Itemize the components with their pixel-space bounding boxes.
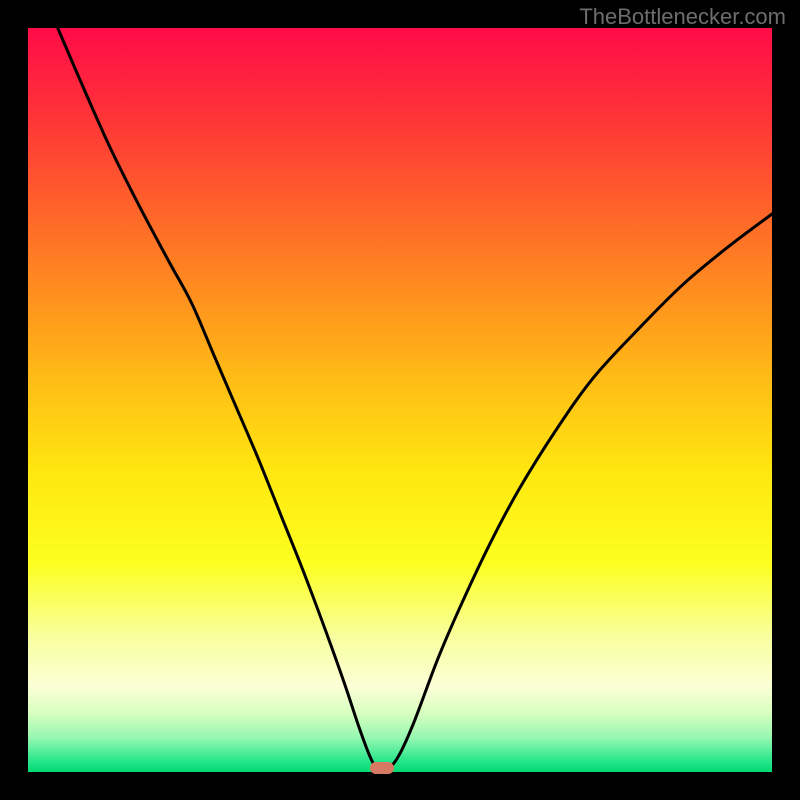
plot-area xyxy=(28,28,772,772)
chart-container: TheBottlenecker.com xyxy=(0,0,800,800)
watermark-text: TheBottlenecker.com xyxy=(579,4,786,30)
bottleneck-curve xyxy=(28,28,772,772)
minimum-marker xyxy=(370,762,394,774)
